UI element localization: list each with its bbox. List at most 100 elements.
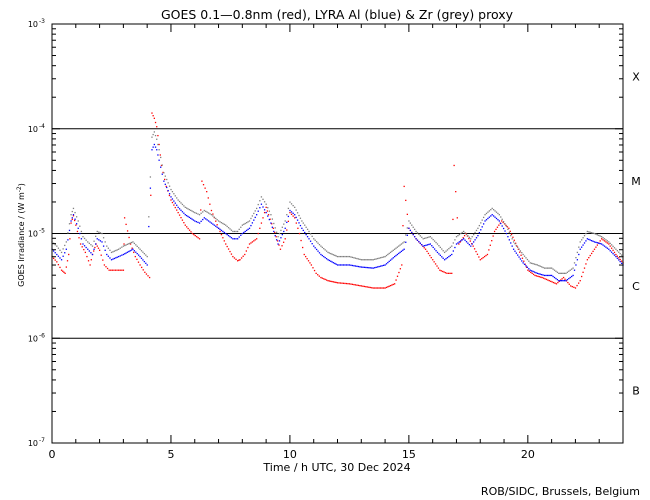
data-point [344, 282, 346, 285]
data-point [93, 250, 95, 252]
data-point [125, 252, 127, 254]
data-point [471, 243, 473, 245]
data-point [109, 257, 111, 259]
data-point [270, 214, 272, 216]
data-point [263, 211, 266, 214]
data-point [387, 286, 389, 288]
data-point [257, 203, 259, 206]
data-point [260, 222, 263, 224]
data-point [72, 214, 75, 216]
data-point [153, 143, 155, 146]
data-point [65, 248, 67, 250]
data-point [409, 229, 411, 232]
data-point [442, 270, 444, 273]
data-point [602, 244, 604, 246]
data-point [428, 243, 430, 246]
data-point [509, 230, 511, 232]
data-point [219, 228, 221, 231]
data-point [256, 207, 258, 210]
data-point [399, 268, 402, 270]
data-point [197, 221, 199, 224]
data-point [487, 211, 489, 213]
data-point [545, 267, 547, 269]
data-point [305, 233, 307, 236]
data-point [603, 238, 606, 240]
data-point [363, 259, 365, 261]
data-point [541, 273, 543, 276]
data-point [619, 253, 621, 255]
data-point [137, 261, 140, 263]
data-point [130, 249, 133, 251]
data-point [480, 229, 482, 231]
data-point [402, 249, 404, 251]
data-point [429, 236, 431, 238]
data-point [583, 242, 586, 244]
data-point [154, 146, 157, 148]
data-point [353, 265, 355, 267]
data-point [515, 242, 517, 244]
data-point [419, 242, 421, 244]
data-point [542, 277, 545, 279]
data-point [591, 232, 593, 234]
data-point [205, 210, 207, 212]
data-point [532, 270, 534, 273]
data-point [531, 272, 533, 274]
data-point [564, 278, 566, 280]
data-point [56, 261, 58, 263]
data-point [301, 227, 303, 229]
data-point [406, 213, 408, 215]
data-point [606, 247, 608, 249]
data-point [313, 245, 315, 247]
data-point [96, 230, 98, 233]
data-point [241, 232, 244, 235]
data-point [121, 269, 123, 271]
data-point [226, 233, 228, 236]
data-point [95, 235, 97, 237]
data-point [198, 222, 201, 224]
data-point [543, 274, 546, 277]
data-point [200, 209, 202, 211]
data-point [508, 239, 510, 241]
data-point [70, 222, 72, 224]
data-point [107, 255, 110, 257]
data-point [334, 262, 336, 265]
flare-class-x: X [632, 70, 640, 83]
data-point [341, 264, 343, 266]
data-point [149, 176, 152, 178]
data-point [384, 255, 386, 258]
data-point [307, 260, 310, 262]
data-point [248, 227, 251, 229]
data-point [223, 223, 225, 225]
data-point [129, 242, 131, 244]
data-point [158, 159, 160, 161]
data-point [363, 285, 365, 288]
data-point [163, 172, 165, 174]
data-point [570, 285, 572, 287]
data-point [295, 209, 297, 211]
data-point [427, 252, 430, 255]
data-point [134, 255, 136, 258]
data-point [148, 216, 150, 218]
data-point [243, 223, 245, 225]
data-point [530, 271, 532, 273]
data-point [375, 287, 377, 289]
data-point [81, 246, 83, 248]
data-point [80, 230, 83, 233]
data-point [478, 232, 480, 234]
data-point [479, 259, 481, 261]
data-point [522, 253, 524, 256]
data-point [433, 248, 436, 250]
data-point [174, 202, 176, 204]
data-point [164, 175, 166, 177]
data-point [230, 237, 233, 239]
data-point [318, 275, 320, 277]
data-point [548, 274, 550, 277]
data-point [336, 264, 339, 266]
data-point [188, 216, 191, 219]
data-point [104, 249, 106, 251]
data-point [600, 238, 603, 240]
data-point [265, 203, 267, 205]
data-point [314, 247, 316, 249]
data-point [518, 256, 520, 258]
data-point [512, 248, 515, 250]
